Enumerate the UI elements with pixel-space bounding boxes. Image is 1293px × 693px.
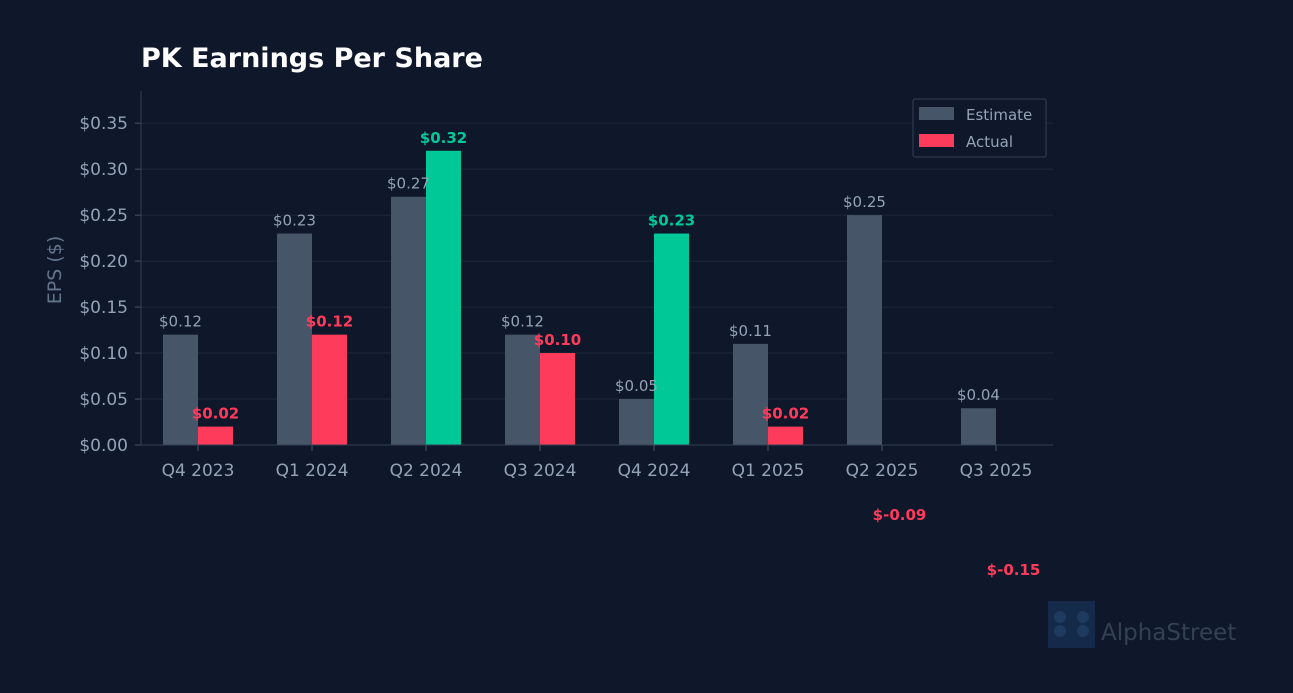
estimate-value-label: $0.12 bbox=[501, 313, 544, 331]
actual-value-label: $0.10 bbox=[534, 331, 581, 349]
x-tick-label: Q3 2024 bbox=[504, 461, 577, 481]
actual-value-label: $-0.09 bbox=[873, 506, 927, 524]
legend-label-actual: Actual bbox=[966, 133, 1013, 151]
estimate-bar bbox=[619, 399, 654, 445]
logo-dot-icon bbox=[1077, 625, 1089, 637]
y-tick-label: $0.05 bbox=[79, 390, 128, 410]
actual-value-label: $0.23 bbox=[648, 212, 695, 230]
estimate-bar bbox=[163, 334, 198, 445]
estimate-bar bbox=[505, 334, 540, 445]
estimate-value-label: $0.05 bbox=[615, 377, 658, 395]
estimate-bar bbox=[961, 408, 996, 445]
actual-bar bbox=[198, 426, 233, 445]
logo-dot-icon bbox=[1077, 611, 1089, 623]
bars bbox=[163, 150, 996, 445]
legend-swatch-actual bbox=[919, 134, 954, 147]
estimate-value-label: $0.12 bbox=[159, 313, 202, 331]
actual-bar bbox=[312, 334, 347, 445]
y-tick-label: $0.35 bbox=[79, 114, 128, 134]
chart-title: PK Earnings Per Share bbox=[141, 43, 483, 74]
y-tick-label: $0.00 bbox=[79, 436, 128, 456]
x-tick-label: Q4 2023 bbox=[162, 461, 235, 481]
estimate-bar bbox=[277, 233, 312, 445]
estimate-bar bbox=[733, 343, 768, 445]
x-tick-label: Q2 2025 bbox=[846, 461, 919, 481]
y-tick-label: $0.30 bbox=[79, 160, 128, 180]
estimate-bar bbox=[391, 196, 426, 445]
y-axis-label: EPS ($) bbox=[44, 236, 66, 304]
estimate-bar bbox=[847, 215, 882, 445]
actual-value-label: $0.12 bbox=[306, 313, 353, 331]
alphastreet-logo-icon bbox=[1048, 601, 1095, 648]
legend-label-estimate: Estimate bbox=[966, 106, 1032, 124]
estimate-value-label: $0.25 bbox=[843, 193, 886, 211]
x-tick-label: Q1 2024 bbox=[276, 461, 349, 481]
actual-bar bbox=[540, 353, 575, 445]
logo-dot-icon bbox=[1054, 611, 1066, 623]
actual-value-label: $0.32 bbox=[420, 129, 467, 147]
estimate-value-label: $0.04 bbox=[957, 386, 1000, 404]
y-tick-label: $0.25 bbox=[79, 206, 128, 226]
actual-bar bbox=[654, 233, 689, 445]
legend: Estimate Actual bbox=[912, 98, 1047, 158]
axes: $0.00 $0.05 $0.10 $0.15 $0.20 $0.25 $0.30 $0.35… bbox=[79, 91, 1053, 481]
y-tick-label: $0.10 bbox=[79, 344, 128, 364]
x-tick-label: Q4 2024 bbox=[618, 461, 691, 481]
x-tick-label: Q2 2024 bbox=[390, 461, 463, 481]
estimate-value-label: $0.11 bbox=[729, 322, 772, 340]
x-tick-label: Q1 2025 bbox=[732, 461, 805, 481]
estimate-value-label: $0.27 bbox=[387, 175, 430, 193]
x-tick-label: Q3 2025 bbox=[960, 461, 1033, 481]
estimate-value-label: $0.23 bbox=[273, 212, 316, 230]
y-tick-label: $0.15 bbox=[79, 298, 128, 318]
legend-swatch-estimate bbox=[919, 107, 954, 120]
actual-value-label: $0.02 bbox=[192, 405, 239, 423]
actual-bar bbox=[426, 150, 461, 445]
alphastreet-brand-text: AlphaStreet bbox=[1101, 620, 1236, 646]
bar-labels: $0.12$0.02$0.23$0.12$0.27$0.32$0.12$0.10… bbox=[159, 129, 1040, 579]
actual-value-label: $-0.15 bbox=[987, 561, 1041, 579]
actual-value-label: $0.02 bbox=[762, 405, 809, 423]
logo-dot-icon bbox=[1054, 625, 1066, 637]
alphastreet-watermark: AlphaStreet bbox=[1048, 601, 1236, 648]
y-tick-label: $0.20 bbox=[79, 252, 128, 272]
actual-bar bbox=[768, 426, 803, 445]
